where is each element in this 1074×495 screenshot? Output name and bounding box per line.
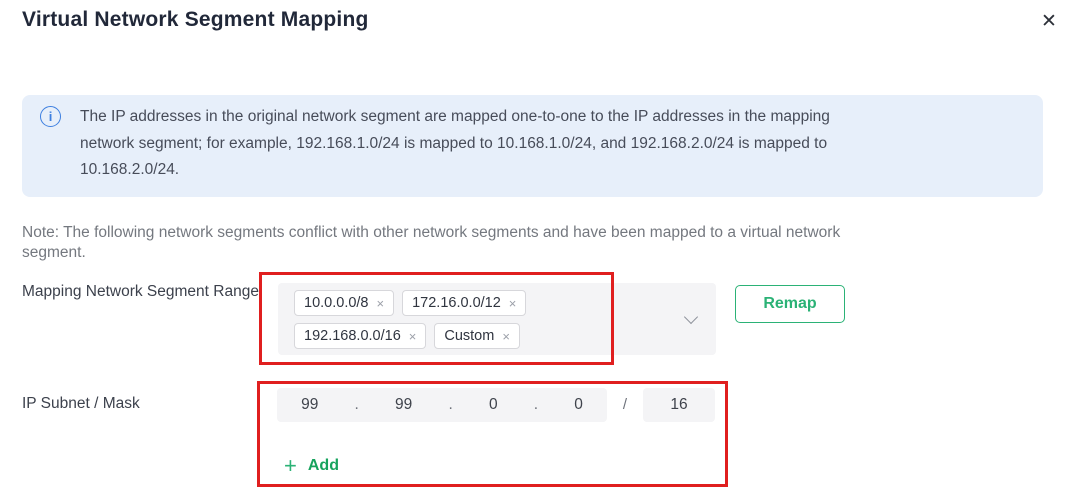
add-button[interactable]: + Add bbox=[284, 453, 339, 478]
mask-input[interactable]: 16 bbox=[643, 388, 715, 422]
tag-remove-icon[interactable]: × bbox=[408, 328, 417, 344]
info-icon: i bbox=[40, 106, 61, 127]
info-line: network segment; for example, 192.168.1.… bbox=[80, 134, 828, 152]
plus-icon: + bbox=[284, 453, 297, 478]
chevron-down-icon[interactable] bbox=[683, 309, 699, 325]
note-text: Note: The following network segments con… bbox=[22, 223, 840, 262]
tag-list: 10.0.0.0/8 × 172.16.0.0/12 × 192.168.0.0… bbox=[294, 290, 646, 349]
remap-button[interactable]: Remap bbox=[735, 285, 845, 323]
mapping-segment-select[interactable]: 10.0.0.0/8 × 172.16.0.0/12 × 192.168.0.0… bbox=[278, 283, 716, 355]
close-icon[interactable]: ✕ bbox=[1041, 10, 1057, 32]
tag-label: 192.168.0.0/16 bbox=[304, 328, 401, 344]
tag-remove-icon[interactable]: × bbox=[508, 295, 517, 311]
tag-remove-icon[interactable]: × bbox=[376, 295, 385, 311]
ip-octet-4[interactable]: 0 bbox=[574, 396, 583, 413]
tag-remove-icon[interactable]: × bbox=[502, 328, 510, 344]
mapping-segment-label: Mapping Network Segment Range bbox=[22, 283, 259, 300]
tag-192-168-0-0-16: 192.168.0.0/16 × bbox=[294, 323, 427, 349]
ip-subnet-input[interactable]: 99 . 99 . 0 . 0 bbox=[277, 388, 607, 422]
note-line: Note: The following network segments con… bbox=[22, 224, 841, 241]
tag-172-16-0-0-12: 172.16.0.0/12 × bbox=[402, 290, 527, 316]
page-title: Virtual Network Segment Mapping bbox=[22, 8, 369, 31]
ip-dot-separator: . bbox=[533, 396, 539, 413]
mask-slash-separator: / bbox=[622, 396, 628, 413]
info-banner: i The IP addresses in the original netwo… bbox=[22, 95, 1043, 197]
ip-dot-separator: . bbox=[354, 396, 359, 413]
tag-custom: Custom × bbox=[434, 323, 520, 349]
info-line: The IP addresses in the original network… bbox=[80, 108, 830, 125]
info-banner-text: The IP addresses in the original network… bbox=[80, 104, 830, 184]
note-line: segment. bbox=[22, 243, 86, 261]
tag-label: Custom bbox=[444, 328, 495, 344]
tag-10-0-0-0-8: 10.0.0.0/8 × bbox=[294, 290, 395, 316]
tag-label: 10.0.0.0/8 bbox=[304, 295, 369, 311]
info-line: 10.168.2.0/24. bbox=[80, 161, 180, 178]
tag-label: 172.16.0.0/12 bbox=[412, 295, 501, 311]
ip-octet-1[interactable]: 99 bbox=[301, 396, 319, 413]
ip-subnet-label: IP Subnet / Mask bbox=[22, 395, 140, 412]
add-button-label: Add bbox=[307, 457, 339, 474]
ip-dot-separator: . bbox=[448, 396, 453, 413]
ip-octet-2[interactable]: 99 bbox=[395, 396, 413, 413]
ip-octet-3[interactable]: 0 bbox=[488, 396, 498, 413]
